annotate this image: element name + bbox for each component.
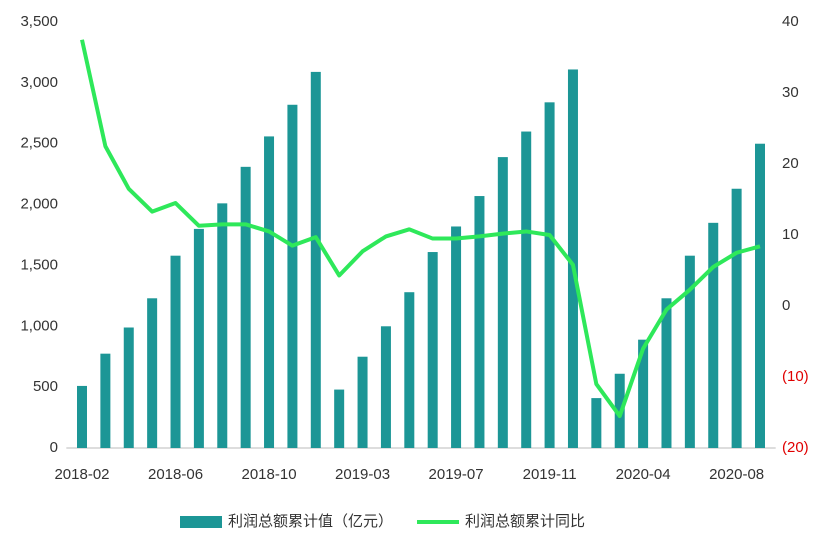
bar (240, 166, 251, 448)
bar (661, 298, 672, 448)
y-tick-label: 2,500 (20, 135, 58, 152)
y2-tick-label: (20) (782, 439, 809, 456)
y-tick-label: 0 (50, 439, 58, 456)
y-tick-label: 1,000 (20, 317, 58, 334)
bar (287, 104, 298, 448)
x-tick-label: 2019-11 (523, 466, 577, 483)
y2-tick-label: (10) (782, 368, 809, 385)
bar (708, 222, 719, 448)
bar (357, 356, 368, 448)
bar (100, 353, 111, 448)
bar (310, 71, 321, 448)
x-tick-label: 2020-08 (709, 466, 764, 483)
bar (591, 398, 602, 448)
y-tick-label: 500 (33, 378, 58, 395)
y-tick-label: 3,000 (20, 74, 58, 91)
y-tick-label: 3,500 (20, 13, 58, 30)
x-tick-label: 2020-04 (616, 466, 671, 483)
bar (77, 385, 87, 448)
x-tick-label: 2018-10 (242, 466, 297, 483)
bar (123, 327, 134, 448)
bar (731, 188, 742, 448)
legend-label: 利润总额累计同比 (465, 513, 585, 530)
legend-label: 利润总额累计值（亿元） (228, 513, 393, 530)
bar (147, 298, 158, 448)
bar (264, 136, 275, 448)
x-tick-label: 2018-02 (54, 466, 109, 483)
y2-tick-label: 10 (782, 226, 799, 243)
y2-tick-label: 0 (782, 297, 790, 314)
bar (521, 131, 532, 449)
bar (755, 143, 765, 448)
y2-tick-label: 30 (782, 84, 799, 101)
bar (684, 255, 695, 448)
legend-swatch (180, 516, 222, 528)
bar (217, 203, 228, 448)
bar (334, 389, 345, 448)
x-tick-label: 2019-03 (335, 466, 390, 483)
bar (404, 292, 415, 448)
bar (497, 157, 508, 449)
bar (427, 252, 438, 448)
y2-tick-label: 40 (782, 13, 799, 30)
bar (567, 69, 578, 449)
bar (638, 339, 649, 448)
line (80, 39, 761, 419)
y-tick-label: 1,500 (20, 256, 58, 273)
y-tick-label: 2,000 (20, 196, 58, 213)
bar (380, 326, 391, 448)
bar (170, 255, 181, 448)
x-tick-label: 2018-06 (148, 466, 203, 483)
x-tick-label: 2019-07 (429, 466, 484, 483)
bar (451, 226, 462, 448)
bar (193, 228, 204, 448)
y2-tick-label: 20 (782, 155, 799, 172)
bar (544, 102, 555, 449)
bar (474, 196, 485, 448)
